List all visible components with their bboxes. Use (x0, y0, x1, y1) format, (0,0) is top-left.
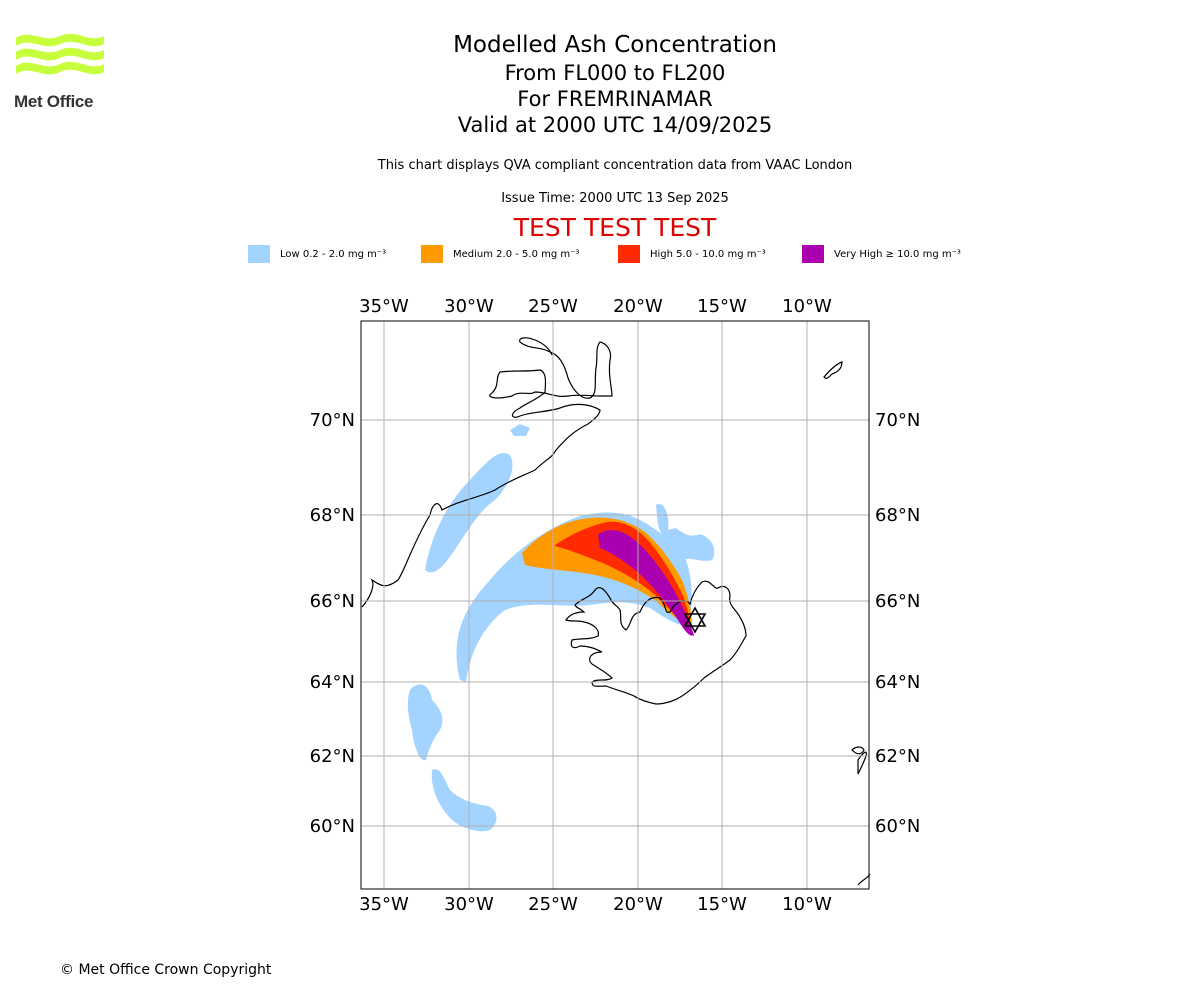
lat-label-left: 66°N (310, 591, 355, 612)
lat-labels-right: 70°N 68°N 66°N 64°N 62°N 60°N (875, 410, 920, 837)
legend-item-medium: Medium 2.0 - 5.0 mg m⁻³ (421, 244, 579, 264)
lat-label-left: 70°N (310, 410, 355, 431)
lon-label-top: 30°W (444, 296, 494, 317)
ash-low-southwest (407, 684, 443, 761)
met-office-logo: Met Office (14, 30, 106, 112)
legend-item-low: Low 0.2 - 2.0 mg m⁻³ (248, 244, 386, 264)
ash-high-region (555, 521, 690, 632)
legend-swatch-low (248, 245, 270, 263)
lat-label-left: 60°N (310, 816, 355, 837)
legend-label-medium: Medium 2.0 - 5.0 mg m⁻³ (453, 248, 580, 260)
volcano-triangle-icon (683, 606, 707, 634)
legend-label-high: High 5.0 - 10.0 mg m⁻³ (650, 248, 766, 260)
legend-swatch-medium (421, 245, 443, 263)
lon-labels-top: 35°W 30°W 25°W 20°W 15°W 10°W (359, 296, 832, 317)
legend-swatch-high (618, 245, 640, 263)
logo-waves-icon (16, 33, 104, 75)
lat-label-left: 68°N (310, 505, 355, 526)
lon-label-top: 15°W (697, 296, 747, 317)
lon-label-bottom: 20°W (613, 894, 663, 915)
lat-label-right: 66°N (875, 591, 920, 612)
legend-item-very-high: Very High ≥ 10.0 mg m⁻³ (802, 244, 961, 264)
lat-label-right: 70°N (875, 410, 920, 431)
lon-label-bottom: 10°W (782, 894, 832, 915)
title-line-4: Valid at 2000 UTC 14/09/2025 (457, 113, 773, 137)
legend-swatch-very-high (802, 245, 824, 263)
legend-item-high: High 5.0 - 10.0 mg m⁻³ (618, 244, 766, 264)
lon-label-top: 35°W (359, 296, 409, 317)
ash-very-high-region (598, 530, 694, 636)
ash-low-small (510, 424, 530, 436)
map-frame (360, 320, 870, 890)
lat-label-right: 64°N (875, 672, 920, 693)
title-line-3: For FREMRINAMAR (517, 87, 713, 111)
logo-text: Met Office (14, 92, 94, 111)
chart-title: Modelled Ash Concentration From FL000 to… (415, 30, 815, 138)
lat-label-right: 68°N (875, 505, 920, 526)
lat-label-left: 64°N (310, 672, 355, 693)
legend-label-very-high: Very High ≥ 10.0 mg m⁻³ (834, 248, 961, 260)
map-gridlines (361, 321, 869, 889)
lon-label-bottom: 15°W (697, 894, 747, 915)
copyright: © Met Office Crown Copyright (60, 962, 272, 978)
lon-label-top: 20°W (613, 296, 663, 317)
lat-label-left: 62°N (310, 746, 355, 767)
lon-label-bottom: 25°W (528, 894, 578, 915)
test-banner: TEST TEST TEST (513, 213, 717, 242)
lon-labels-bottom: 35°W 30°W 25°W 20°W 15°W 10°W (359, 894, 832, 915)
ash-low-south (431, 769, 497, 832)
subtitle: This chart displays QVA compliant concen… (377, 158, 853, 173)
title-line-2: From FL000 to FL200 (504, 61, 726, 85)
lon-label-bottom: 30°W (444, 894, 494, 915)
ash-low-northeast (656, 504, 715, 561)
issue-time: Issue Time: 2000 UTC 13 Sep 2025 (501, 191, 729, 206)
lat-label-right: 62°N (875, 746, 920, 767)
lat-labels-left: 70°N 68°N 66°N 64°N 62°N 60°N (310, 410, 355, 837)
lon-label-top: 10°W (782, 296, 832, 317)
lon-label-top: 25°W (528, 296, 578, 317)
legend-label-low: Low 0.2 - 2.0 mg m⁻³ (280, 248, 387, 260)
lat-label-right: 60°N (875, 816, 920, 837)
lon-label-bottom: 35°W (359, 894, 409, 915)
title-line-1: Modelled Ash Concentration (453, 32, 777, 58)
